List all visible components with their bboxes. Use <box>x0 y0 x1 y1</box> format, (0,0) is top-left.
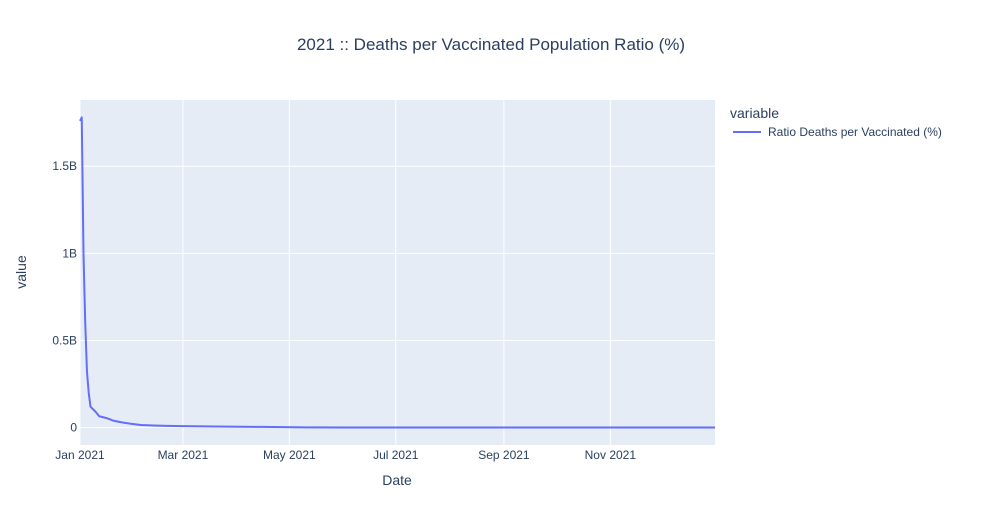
x-axis-title: Date <box>382 472 412 488</box>
y-tick-label: 1B <box>62 246 77 260</box>
legend-item-label: Ratio Deaths per Vaccinated (%) <box>768 125 942 139</box>
legend[interactable]: variable Ratio Deaths per Vaccinated (%) <box>730 105 942 139</box>
x-tick-label: Nov 2021 <box>585 448 637 462</box>
y-tick-label: 0.5B <box>52 333 77 347</box>
x-tick-label: May 2021 <box>263 448 316 462</box>
y-tick-label: 0 <box>70 421 77 435</box>
y-axis-title: value <box>13 255 29 289</box>
chart-title: 2021 :: Deaths per Vaccinated Population… <box>297 35 685 54</box>
y-axis-ticks: 0 0.5B 1B 1.5B <box>52 159 77 434</box>
x-tick-label: Jan 2021 <box>55 448 105 462</box>
x-tick-label: Jul 2021 <box>373 448 419 462</box>
x-tick-label: Sep 2021 <box>478 448 530 462</box>
series-layer <box>79 116 716 429</box>
legend-item[interactable]: Ratio Deaths per Vaccinated (%) <box>733 125 942 139</box>
x-tick-label: Mar 2021 <box>158 448 209 462</box>
plot-area <box>80 100 715 445</box>
y-tick-label: 1.5B <box>52 159 77 173</box>
legend-title: variable <box>730 105 779 121</box>
series-line[interactable] <box>79 116 716 429</box>
x-axis-ticks: Jan 2021 Mar 2021 May 2021 Jul 2021 Sep 2021… <box>55 448 636 462</box>
